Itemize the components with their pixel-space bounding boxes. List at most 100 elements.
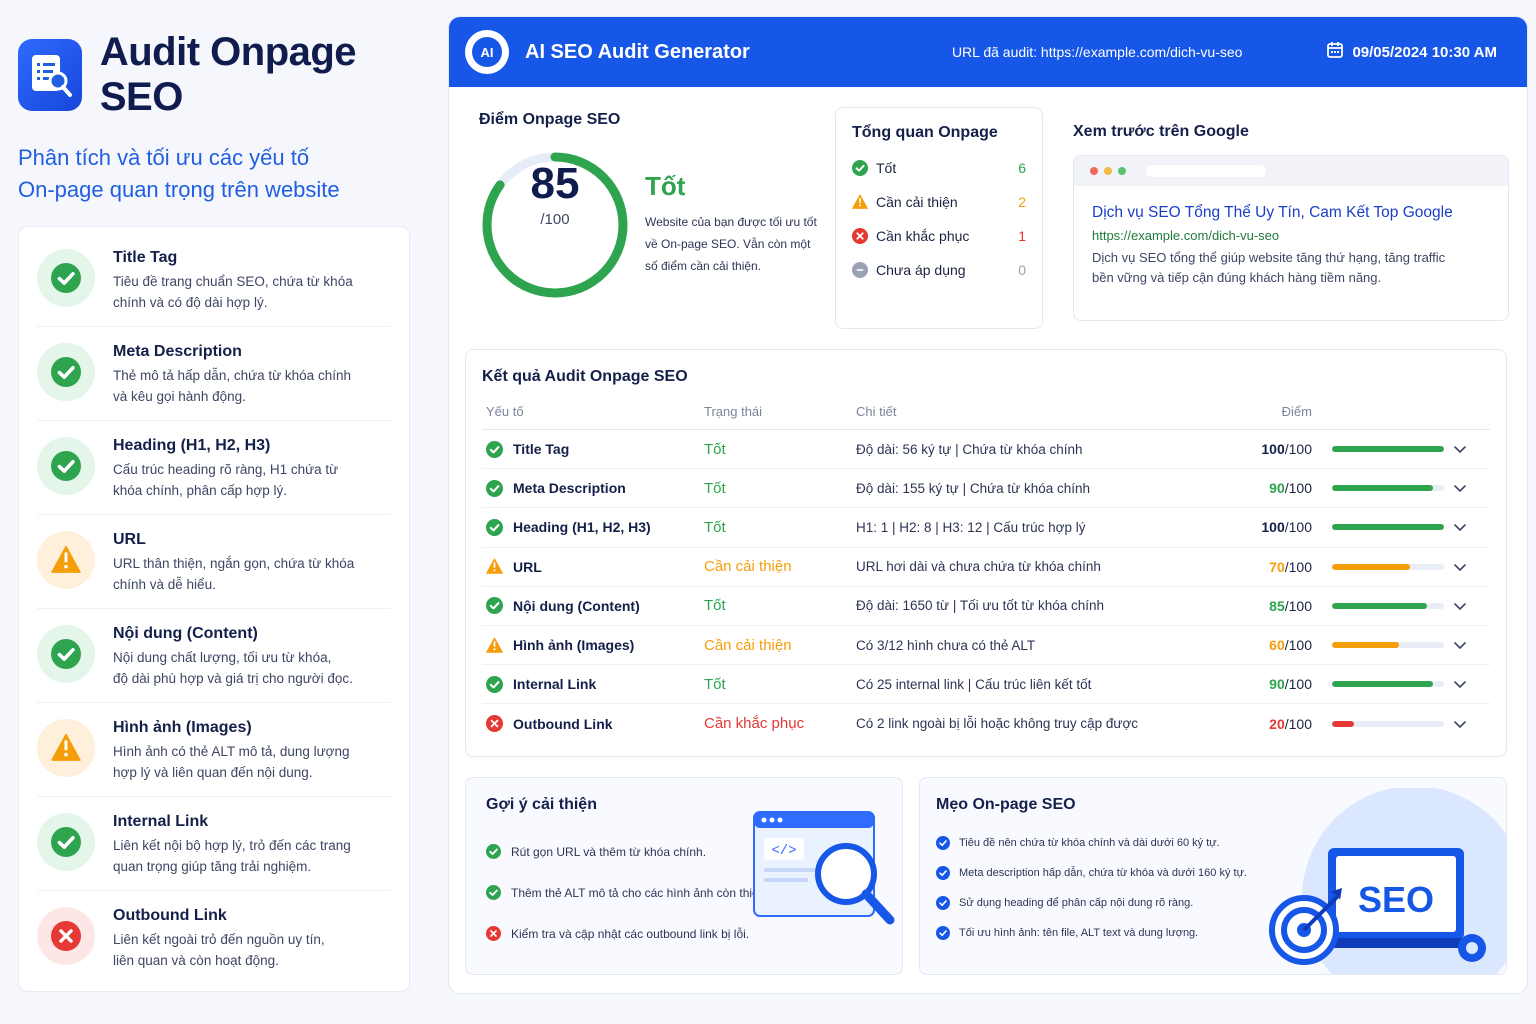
- score-grade: Tốt: [645, 171, 686, 201]
- col-detail: Chi tiết: [856, 404, 897, 419]
- suggestion-text: Thêm thẻ ALT mô tả cho các hình ảnh còn …: [511, 885, 769, 900]
- score-desc-line: số điểm cần cải thiện.: [645, 259, 762, 273]
- row-score: 20/100: [1250, 716, 1312, 732]
- row-status: Tốt: [704, 440, 726, 458]
- table-row[interactable]: Title Tag Tốt Độ dài: 56 ký tự | Chứa từ…: [482, 430, 1490, 470]
- factor-item: Meta Description Thẻ mô tả hấp dẫn, chứa…: [37, 327, 391, 421]
- overview-row: Chưa áp dụng 0: [852, 262, 1026, 278]
- expand-row-chevron-down-icon[interactable]: [1424, 637, 1466, 653]
- table-row[interactable]: Internal Link Tốt Có 25 internal link | …: [482, 665, 1490, 705]
- check-circle-icon: [486, 479, 503, 497]
- check-circle-icon: [486, 440, 503, 458]
- expand-row-chevron-down-icon[interactable]: [1424, 480, 1466, 496]
- factor-item: Heading (H1, H2, H3) Cấu trúc heading rõ…: [37, 421, 391, 515]
- audit-datetime: 09/05/2024 10:30 AM: [1326, 41, 1497, 63]
- score-desc-line: Website của bạn được tối ưu tốt: [645, 215, 817, 229]
- audited-url: URL đã audit: https://example.com/dich-v…: [951, 44, 1243, 60]
- audit-results-table: Kết quả Audit Onpage SEO Yếu tố Trạng th…: [465, 349, 1507, 757]
- check-circle-icon: [51, 357, 81, 387]
- factor-item: Outbound Link Liên kết ngoài trỏ đến ngu…: [37, 891, 391, 985]
- col-status: Trạng thái: [704, 404, 763, 419]
- table-header: Yếu tố Trạng thái Chi tiết Điểm: [482, 404, 1490, 430]
- expand-row-chevron-down-icon[interactable]: [1424, 676, 1466, 692]
- warning-icon: [51, 733, 81, 761]
- row-detail: H1: 1 | H2: 8 | H3: 12 | Cấu trúc hợp lý: [856, 519, 1086, 535]
- serp-url: https://example.com/dich-vu-seo: [1092, 228, 1280, 243]
- score-gauge: [482, 152, 628, 298]
- suggestion-item: Kiểm tra và cập nhật các outbound link b…: [486, 926, 882, 941]
- table-row[interactable]: Nội dung (Content) Tốt Độ dài: 1650 từ |…: [482, 587, 1490, 626]
- check-circle-icon: [486, 675, 503, 693]
- table-row[interactable]: Heading (H1, H2, H3) Tốt H1: 1 | H2: 8 |…: [482, 508, 1490, 548]
- row-factor-cell: Internal Link: [482, 675, 704, 693]
- expand-row-chevron-down-icon[interactable]: [1424, 519, 1466, 535]
- expand-row-chevron-down-icon[interactable]: [1424, 559, 1466, 575]
- suggestions-title: Gợi ý cải thiện: [486, 796, 597, 813]
- factor-desc-line: Tiêu đề trang chuẩn SEO, chứa từ khóa: [113, 274, 353, 289]
- suggestion-text: Rút gọn URL và thêm từ khóa chính.: [511, 844, 707, 859]
- check-circle-icon: [486, 844, 501, 859]
- row-progress-fill: [1332, 524, 1444, 531]
- datetime-text: 09/05/2024 10:30 AM: [1352, 43, 1497, 61]
- row-detail: Có 3/12 hình chưa có thẻ ALT: [856, 637, 1036, 653]
- row-score: 90/100: [1250, 480, 1312, 496]
- browser-chrome: [1074, 156, 1508, 186]
- window-dot-icon: [1090, 167, 1098, 175]
- factor-title: Title Tag: [113, 249, 178, 266]
- row-factor: Title Tag: [513, 441, 570, 458]
- row-status: Tốt: [704, 518, 726, 536]
- serp-desc-line: Dịch vụ SEO tổng thể giúp website tăng t…: [1092, 250, 1446, 265]
- table-row[interactable]: URL Cần cải thiện URL hơi dài và chưa ch…: [482, 548, 1490, 587]
- factor-desc-line: Thẻ mô tả hấp dẫn, chứa từ khóa chính: [113, 368, 351, 383]
- overview-row: Cần cải thiện 2: [852, 194, 1026, 210]
- overview-row: Tốt 6: [852, 160, 1026, 176]
- expand-row-chevron-down-icon[interactable]: [1424, 441, 1466, 457]
- table-row[interactable]: Hình ảnh (Images) Cần cải thiện Có 3/12 …: [482, 626, 1490, 666]
- col-factor: Yếu tố: [486, 404, 524, 419]
- row-factor: URL: [513, 558, 542, 575]
- suggestion-text: Kiểm tra và cập nhật các outbound link b…: [511, 926, 750, 941]
- table-row[interactable]: Outbound Link Cần khắc phục Có 2 link ng…: [482, 704, 1490, 743]
- row-progress: [1312, 681, 1444, 688]
- row-progress-fill: [1332, 563, 1411, 570]
- factor-desc-line: Liên kết ngoài trỏ đến nguồn uy tín,: [113, 932, 325, 947]
- row-score: 100/100: [1250, 441, 1312, 457]
- factor-title: Heading (H1, H2, H3): [113, 437, 271, 454]
- tip-item: Tiêu đề nên chứa từ khóa chính và dài dư…: [936, 836, 1490, 850]
- score-denominator: /100: [540, 211, 570, 228]
- factor-desc-line: khóa chính, phân cấp hợp lý.: [113, 483, 287, 498]
- row-progress-fill: [1332, 681, 1433, 688]
- table-row[interactable]: Meta Description Tốt Độ dài: 155 ký tự |…: [482, 469, 1490, 509]
- check-circle-icon: [936, 866, 950, 880]
- row-progress-fill: [1332, 642, 1400, 649]
- google-preview-title: Xem trước trên Google: [1073, 123, 1249, 140]
- score-description: Website của bạn được tối ưu tốt về On-pa…: [645, 211, 825, 277]
- window-dot-icon: [1118, 167, 1126, 175]
- check-circle-icon: [486, 597, 503, 615]
- expand-row-chevron-down-icon[interactable]: [1424, 716, 1466, 732]
- code-search-illustration-icon: </>: [753, 811, 895, 925]
- factor-title: Outbound Link: [113, 907, 227, 924]
- table-body: Title Tag Tốt Độ dài: 56 ký tự | Chứa từ…: [482, 430, 1490, 744]
- error-x-icon: [486, 926, 501, 941]
- overview-count: 2: [1018, 194, 1026, 210]
- serp-description: Dịch vụ SEO tổng thể giúp website tăng t…: [1092, 248, 1490, 288]
- factor-item: Title Tag Tiêu đề trang chuẩn SEO, chứa …: [37, 233, 391, 327]
- row-factor: Heading (H1, H2, H3): [513, 519, 651, 536]
- expand-row-chevron-down-icon[interactable]: [1424, 598, 1466, 614]
- factor-desc-line: Cấu trúc heading rõ ràng, H1 chứa từ: [113, 462, 339, 477]
- audit-document-icon: [18, 39, 82, 111]
- overview-card: Tổng quan Onpage Tốt 6 Cần cải thiện 2 C…: [835, 107, 1043, 329]
- factor-desc-line: Hình ảnh có thẻ ALT mô tả, dung lượng: [113, 744, 350, 759]
- calendar-icon: [1326, 41, 1344, 63]
- factor-title: Hình ảnh (Images): [113, 719, 252, 736]
- check-circle-icon: [51, 639, 81, 669]
- row-score-value: 100: [1261, 519, 1285, 536]
- row-score-value: 100: [1261, 441, 1285, 458]
- overview-label: Chưa áp dụng: [876, 262, 966, 278]
- row-progress: [1312, 642, 1444, 649]
- row-factor: Internal Link: [513, 676, 597, 693]
- serp-title-link[interactable]: Dịch vụ SEO Tổng Thể Uy Tín, Cam Kết Top…: [1092, 204, 1453, 221]
- factor-description: Hình ảnh có thẻ ALT mô tả, dung lượng hợ…: [113, 741, 350, 783]
- score-desc-line: về On-page SEO. Vẫn còn một: [645, 237, 811, 251]
